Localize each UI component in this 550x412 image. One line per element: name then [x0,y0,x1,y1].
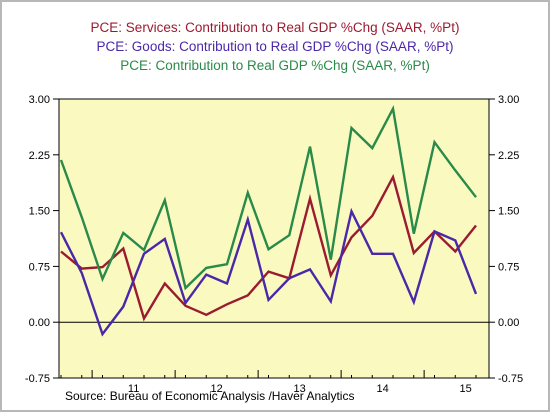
plot-area [58,98,490,379]
legend-entry-total: PCE: Contribution to Real GDP %Chg (SAAR… [120,58,430,73]
y-axis: 3.00 3.00 2.25 2.25 1.50 1.50 0.75 0.75 0.00 0.00… [25,94,523,385]
y-tick-label-right: 0.75 [498,261,519,273]
x-axis: 11 12 13 14 15 [60,370,477,395]
y-tick-label-right: 3.00 [498,94,519,106]
y-tick-label-left: 1.50 [29,206,50,218]
y-tick-label-right: -0.75 [498,373,523,385]
series-group [59,104,478,337]
y-tick-label-left: 2.25 [29,150,50,162]
x-tick-label: 12 [211,383,223,395]
legend-entry-services: PCE: Services: Contribution to Real GDP … [91,20,460,35]
y-tick-label-left: 3.00 [29,94,50,106]
y-tick-label-right: 1.50 [498,206,519,218]
services-line [60,173,477,322]
total-pce-line [59,104,477,291]
source-note: Source: Bureau of Economic Analysis /Hav… [65,389,354,403]
x-tick-label: 13 [294,383,306,395]
x-tick-label: 15 [460,383,472,395]
goods-line [59,207,478,337]
x-tick-label: 11 [128,383,139,395]
y-tick-label-left: 0.00 [29,317,50,329]
y-tick-label-right: 2.25 [498,150,519,162]
y-tick-label-left: -0.75 [25,373,50,385]
y-tick-label-right: 0.00 [498,317,519,329]
legend: PCE: Services: Contribution to Real GDP … [91,20,460,73]
legend-entry-goods: PCE: Goods: Contribution to Real GDP %Ch… [97,39,454,54]
x-tick-label: 14 [377,383,389,395]
y-tick-label-left: 0.75 [29,261,50,273]
